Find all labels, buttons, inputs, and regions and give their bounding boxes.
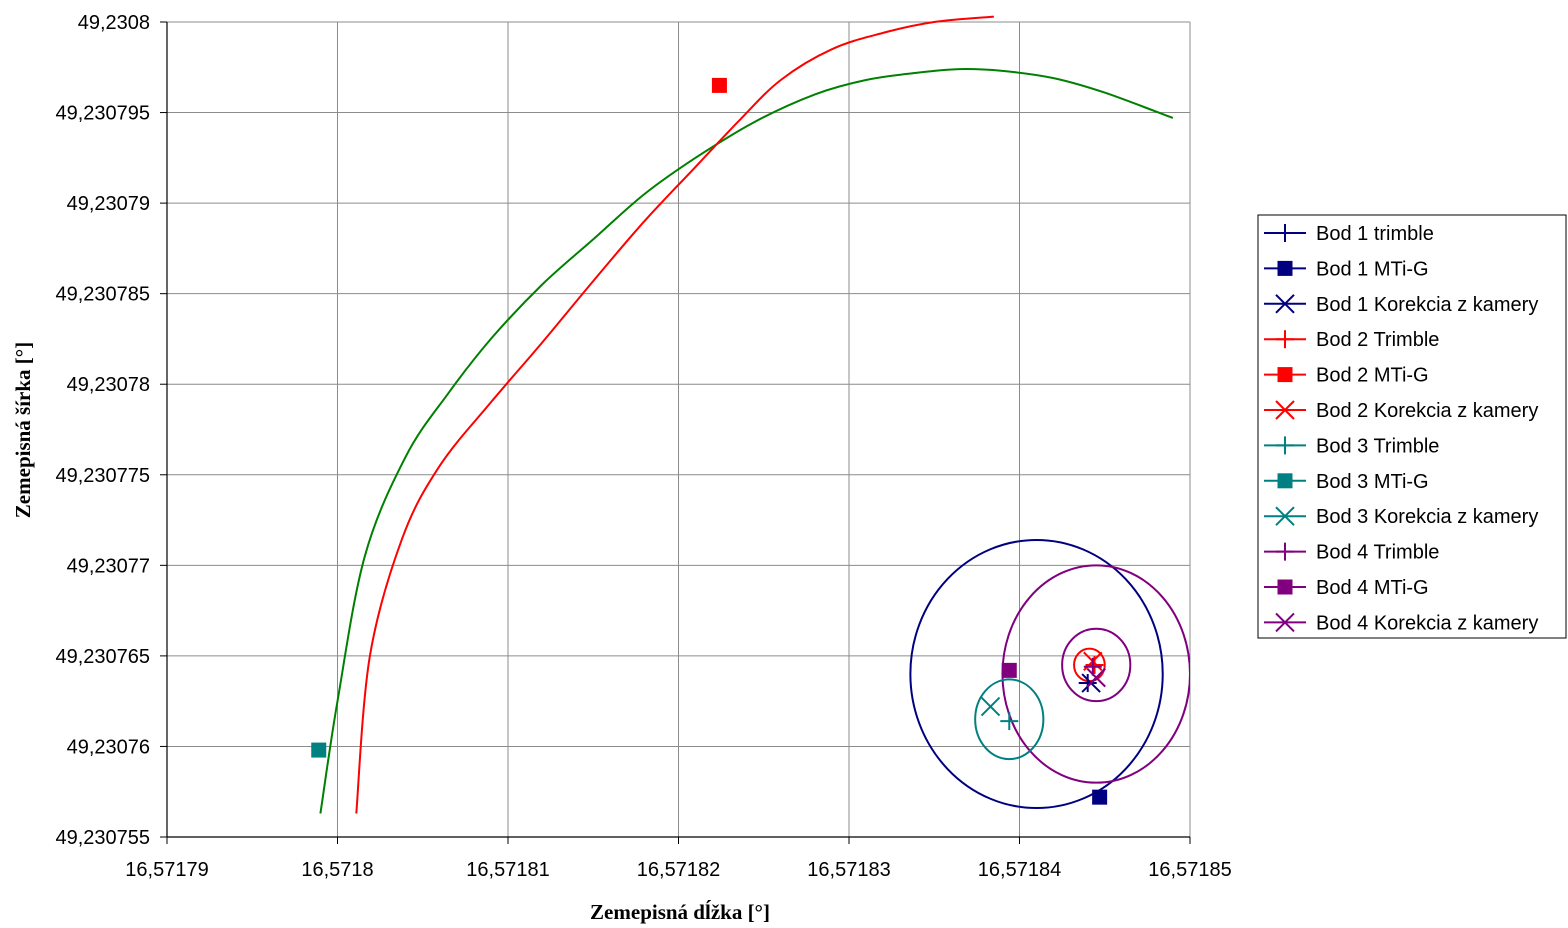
legend-label: Bod 4 Korekcia z kamery (1316, 612, 1538, 634)
y-tick-label: 49,23078 (67, 374, 150, 396)
legend-marker (1278, 474, 1292, 488)
legend-label: Bod 4 Trimble (1316, 542, 1439, 564)
y-tick-labels: 49,2308 49,230795 49,23079 49,230785 49,2307… (55, 12, 167, 849)
y-tick-label: 49,23077 (67, 555, 150, 577)
x-tick-label: 16,5718 (301, 859, 373, 881)
legend-label: Bod 3 MTi-G (1316, 471, 1429, 493)
x-tick-labels: 16,57179 16,5718 16,57181 16,57182 16,57183 1… (125, 837, 1231, 881)
y-tick-label: 49,230755 (55, 827, 150, 849)
trajectory-curve (320, 69, 1173, 813)
gridlines (167, 22, 1190, 837)
legend-label: Bod 3 Korekcia z kamery (1316, 506, 1538, 528)
circle-group (910, 540, 1190, 808)
square (1093, 790, 1107, 804)
y-tick-label: 49,230785 (55, 284, 150, 306)
x-tick-label: 16,57184 (978, 859, 1061, 881)
data-point-square (712, 78, 726, 92)
square (312, 743, 326, 757)
error-circles (910, 540, 1190, 808)
y-tick-label: 49,230795 (55, 103, 150, 125)
legend-label: Bod 2 MTi-G (1316, 365, 1429, 387)
data-point-square (312, 743, 326, 757)
trajectory-curve (356, 17, 994, 814)
x-tick-label: 16,57179 (125, 859, 208, 881)
legend-label: Bod 2 Korekcia z kamery (1316, 400, 1538, 422)
legend-label: Bod 1 MTi-G (1316, 258, 1429, 280)
legend-label: Bod 1 Korekcia z kamery (1316, 294, 1538, 316)
legend-label: Bod 3 Trimble (1316, 435, 1439, 457)
y-tick-label: 49,23076 (67, 736, 150, 758)
square (712, 78, 726, 92)
markers (312, 78, 1107, 804)
y-tick-label: 49,23079 (67, 193, 150, 215)
y-axis-title: Zemepisná šírka [°] (11, 342, 35, 518)
curves (320, 17, 1173, 814)
square (1278, 368, 1292, 382)
data-point-square (1093, 790, 1107, 804)
legend-marker (1278, 580, 1292, 594)
y-tick-label: 49,230765 (55, 646, 150, 668)
square (1278, 474, 1292, 488)
x-tick-label: 16,57182 (637, 859, 720, 881)
x-tick-label: 16,57181 (466, 859, 549, 881)
x-tick-label: 16,57183 (807, 859, 890, 881)
legend-label: Bod 4 MTi-G (1316, 577, 1429, 599)
y-tick-label: 49,230775 (55, 465, 150, 487)
legend-label: Bod 1 trimble (1316, 223, 1434, 245)
square (1002, 663, 1016, 677)
legend: Bod 1 trimble Bod 1 MTi-G Bod 1 Korekcia z… (1258, 215, 1566, 638)
x-tick-label: 16,57185 (1148, 859, 1231, 881)
square (1278, 261, 1292, 275)
x-axis-title: Zemepisná dĺžka [°] (590, 900, 770, 924)
y-tick-label: 49,2308 (78, 12, 150, 34)
legend-marker (1278, 261, 1292, 275)
error-circle (910, 540, 1162, 808)
square (1278, 580, 1292, 594)
data-point-x (982, 698, 1000, 716)
legend-marker (1278, 368, 1292, 382)
legend-label: Bod 2 Trimble (1316, 329, 1439, 351)
data-point-square (1002, 663, 1016, 677)
